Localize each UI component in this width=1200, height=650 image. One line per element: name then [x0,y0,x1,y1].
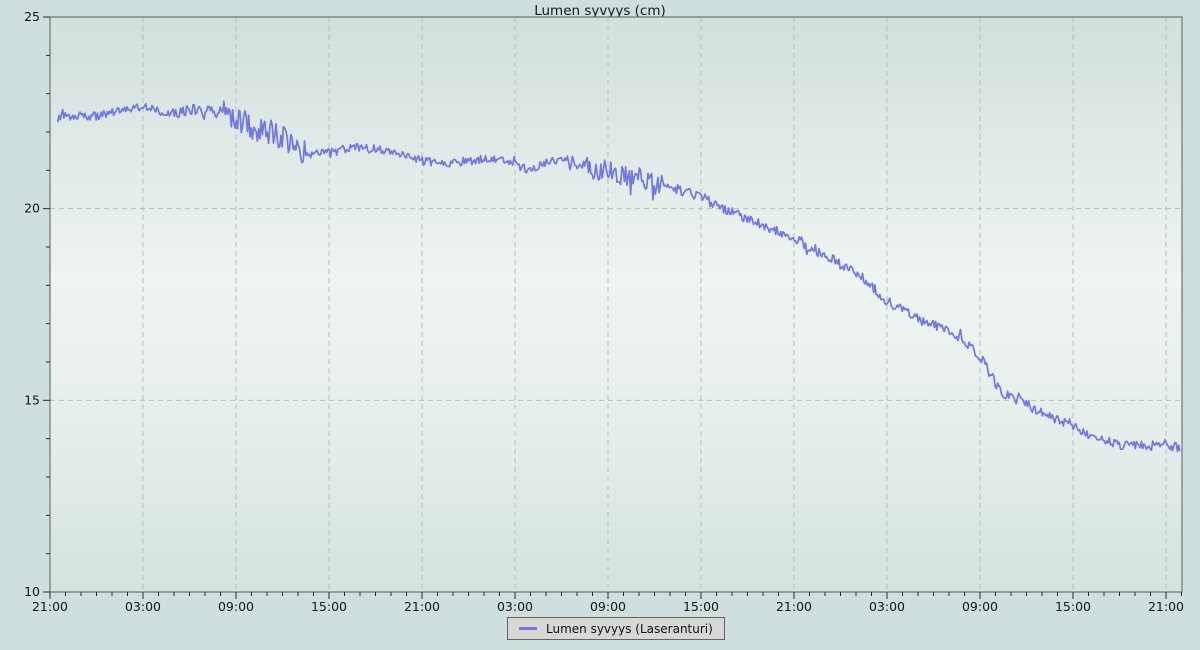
x-axis-label: 21:00 [32,599,68,614]
x-axis-label: 21:00 [1148,599,1184,614]
gridlines [50,17,1182,592]
x-axis-label: 09:00 [962,599,998,614]
chart-title: Lumen syvyys (cm) [534,3,666,19]
plot-background [50,17,1182,592]
y-axis-label: 15 [24,392,40,407]
y-axis-label: 20 [24,201,40,216]
x-axis-label: 15:00 [1055,599,1091,614]
x-axis-label: 09:00 [590,599,626,614]
x-axis-label: 21:00 [404,599,440,614]
x-axis-label: 03:00 [125,599,161,614]
data-series [56,100,1181,453]
legend: Lumen syvyys (Laseranturi) [507,617,725,640]
x-axis-label: 09:00 [218,599,254,614]
x-axis-label: 15:00 [311,599,347,614]
plot-frame [49,16,1183,593]
x-axis-label: 15:00 [683,599,719,614]
x-axis-label: 03:00 [869,599,905,614]
axis-ticks [43,16,1182,599]
legend-label: Lumen syvyys (Laseranturi) [546,621,713,636]
y-axis-label: 10 [24,584,40,599]
x-axis-label: 03:00 [497,599,533,614]
y-axis-label: 25 [24,9,40,24]
legend-line-swatch [519,627,537,630]
series-line [56,100,1181,453]
x-axis-label: 21:00 [776,599,812,614]
axis-tick-labels: 21:00 03:00 09:00 15:00 21:00 03:00 09:00 15:00… [24,9,1184,614]
